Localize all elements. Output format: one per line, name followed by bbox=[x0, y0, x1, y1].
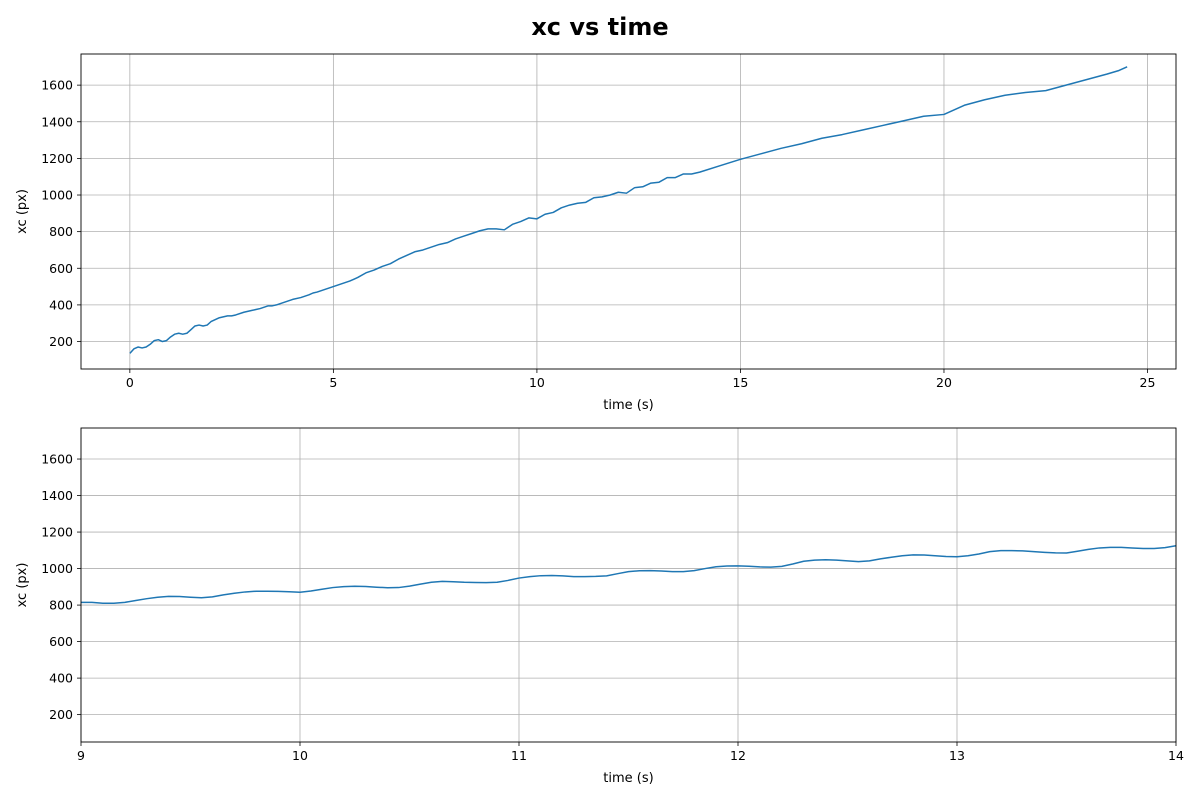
x-tick-label: 9 bbox=[77, 748, 85, 763]
x-tick-label: 0 bbox=[126, 375, 134, 390]
y-tick-label: 1400 bbox=[41, 488, 73, 503]
y-axis-label: xc (px) bbox=[15, 189, 30, 234]
y-tick-label: 200 bbox=[49, 334, 73, 349]
x-tick-label: 14 bbox=[1168, 748, 1184, 763]
y-tick-label: 1600 bbox=[41, 452, 73, 467]
y-tick-label: 1000 bbox=[41, 561, 73, 576]
plot-area bbox=[81, 428, 1176, 742]
y-tick-label: 1000 bbox=[41, 188, 73, 203]
x-tick-label: 13 bbox=[949, 748, 965, 763]
y-tick-label: 1200 bbox=[41, 525, 73, 540]
x-tick-label: 25 bbox=[1140, 375, 1156, 390]
x-tick-label: 10 bbox=[529, 375, 545, 390]
y-tick-label: 600 bbox=[49, 634, 73, 649]
plot-zoomed-range: 9 10 11 12 13 14 200 400 600 800 1000 1200 1400 1600 t… bbox=[15, 427, 1184, 786]
x-tick-label: 5 bbox=[329, 375, 337, 390]
y-tick-label: 800 bbox=[49, 224, 73, 239]
y-tick-label: 400 bbox=[49, 297, 73, 312]
x-axis-label: time (s) bbox=[603, 771, 653, 786]
y-tick-label: 400 bbox=[49, 671, 73, 686]
y-tick-label: 600 bbox=[49, 261, 73, 276]
y-tick-label: 200 bbox=[49, 707, 73, 722]
x-tick-label: 12 bbox=[730, 748, 746, 763]
x-tick-label: 11 bbox=[511, 748, 527, 763]
series-line bbox=[129, 66, 1128, 354]
plot-full-range: 0 5 10 15 20 25 200 400 600 800 1000 1200 1400 1600 ti… bbox=[15, 53, 1177, 413]
x-axis-label: time (s) bbox=[603, 398, 653, 413]
plot-frame bbox=[80, 427, 1177, 743]
x-tick-label: 20 bbox=[936, 375, 952, 390]
y-tick-label: 1400 bbox=[41, 114, 73, 129]
y-tick-label: 1600 bbox=[41, 78, 73, 93]
plot-frame bbox=[80, 53, 1177, 370]
figure-title: xc vs time bbox=[531, 13, 668, 41]
y-axis-label: xc (px) bbox=[15, 563, 30, 608]
x-tick-label: 10 bbox=[292, 748, 308, 763]
x-tick-label: 15 bbox=[732, 375, 748, 390]
y-tick-label: 800 bbox=[49, 598, 73, 613]
series-line bbox=[81, 545, 1176, 605]
y-tick-label: 1200 bbox=[41, 151, 73, 166]
plot-area bbox=[81, 54, 1176, 369]
